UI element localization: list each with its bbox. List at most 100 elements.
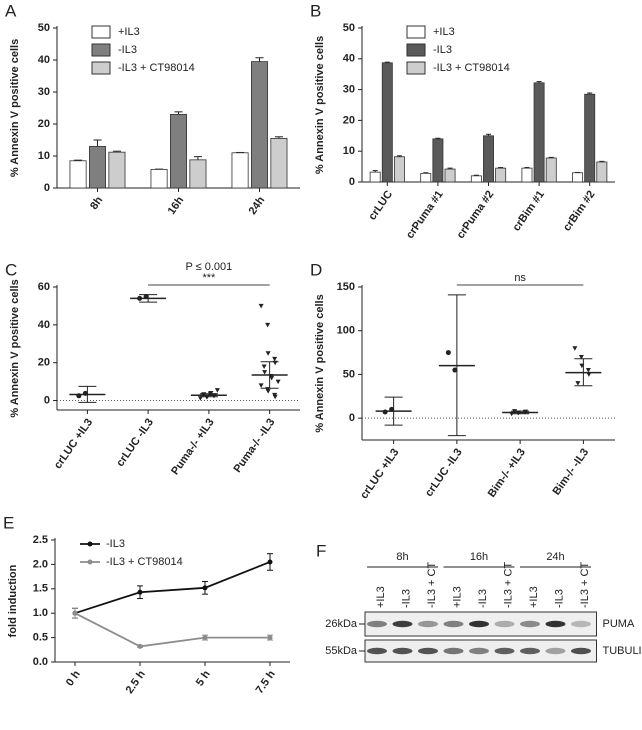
- data-point: [452, 367, 458, 373]
- panel-label: B: [310, 1, 321, 20]
- marker: [267, 559, 273, 565]
- x-tick-label: crLUC +IL3: [52, 417, 95, 472]
- data-point: [197, 396, 203, 401]
- y-tick-label: 10: [38, 150, 50, 162]
- data-point: [261, 364, 267, 369]
- bar: [150, 169, 168, 189]
- bar: [108, 151, 126, 189]
- bar: [533, 82, 545, 183]
- bar: [470, 175, 482, 183]
- y-tick-label: 150: [337, 281, 355, 293]
- data-point: [265, 389, 271, 394]
- y-tick-label: 1.5: [33, 583, 48, 595]
- y-tick-label: 30: [343, 84, 355, 96]
- x-tick-label: 0 h: [64, 668, 83, 688]
- legend-swatch: [406, 43, 426, 57]
- x-tick-label: Puma-/- +IL3: [169, 417, 217, 478]
- band: [520, 620, 540, 628]
- y-tick-label: 0: [44, 182, 50, 194]
- y-tick-label: 40: [38, 54, 50, 66]
- legend-swatch: [91, 61, 111, 75]
- lane-label: +IL3: [528, 586, 540, 608]
- bar: [420, 172, 432, 183]
- band: [545, 647, 566, 655]
- y-axis-label: % Annexin V positive cells: [314, 36, 326, 174]
- data-point: [272, 394, 278, 400]
- band: [494, 620, 515, 628]
- y-axis-label: fold induction: [7, 564, 19, 637]
- line: [74, 561, 271, 615]
- panel: B % Annexin V positive cells 0 10 20 30 40 50 cr…: [310, 1, 615, 241]
- group-label: 16h: [470, 551, 488, 563]
- y-tick-label: 30: [38, 86, 50, 98]
- panel: D % Annexin V positive cells 0 50 100 150 crLU…: [310, 260, 615, 501]
- mw-marker: 26kDa: [325, 618, 358, 630]
- bar: [596, 161, 608, 183]
- x-tick-label: Bim-/- -IL3: [551, 447, 592, 498]
- legend-swatch: [91, 25, 111, 39]
- band: [418, 647, 438, 655]
- x-tick-label: crLUC -IL3: [114, 417, 156, 469]
- marker: [72, 610, 78, 616]
- x-tick-label: 16h: [166, 194, 187, 217]
- blot-panel: F 8h 16h 24h +IL3 -IL3 -IL3 + CT +IL3 -IL3 -IL3 +…: [316, 541, 642, 663]
- p-value: P ≤ 0.001: [185, 261, 232, 273]
- legend-marker: [87, 541, 93, 547]
- data-point: [269, 375, 275, 381]
- bar: [545, 157, 557, 183]
- data-point: [258, 383, 264, 388]
- x-tick-label: crLUC: [366, 188, 395, 222]
- data-point: [258, 303, 264, 309]
- x-tick-label: 24h: [247, 194, 268, 217]
- data-point: [275, 379, 281, 385]
- x-tick-label: 7.5 h: [254, 668, 278, 696]
- panel-label: F: [316, 541, 326, 560]
- legend-label: +IL3: [433, 26, 455, 38]
- y-tick-label: 2.5: [33, 534, 48, 546]
- band: [392, 620, 413, 628]
- band: [469, 620, 489, 628]
- data-point: [265, 351, 271, 356]
- y-tick-label: 60: [38, 281, 50, 293]
- y-axis-label: % Annexin V positive cells: [9, 279, 21, 417]
- y-tick-label: 0.0: [33, 656, 48, 668]
- bar: [270, 137, 288, 189]
- legend-swatch: [91, 43, 111, 57]
- bar: [231, 152, 249, 189]
- x-tick-label: Bim-/- +IL3: [486, 447, 528, 500]
- group-label: 24h: [546, 551, 564, 563]
- lane-label: +IL3: [375, 586, 387, 608]
- x-tick-label: crPuma #2: [455, 189, 497, 241]
- y-tick-label: 10: [343, 145, 355, 157]
- band: [443, 620, 464, 628]
- bar: [572, 172, 584, 183]
- legend-label: -IL3: [118, 44, 137, 56]
- lane-label: -IL3: [553, 589, 565, 608]
- bar: [432, 138, 444, 183]
- protein-label: PUMA: [603, 618, 635, 630]
- panel-label: A: [5, 1, 17, 20]
- bar: [444, 168, 456, 183]
- legend-label: -IL3: [433, 44, 452, 56]
- bar: [584, 93, 596, 183]
- group-label: 8h: [396, 551, 408, 563]
- x-tick-label: crLUC -IL3: [423, 447, 465, 499]
- lane-label: -IL3 + CT: [502, 562, 514, 608]
- band: [520, 647, 540, 655]
- y-tick-label: 0: [44, 394, 50, 406]
- data-point: [214, 388, 220, 393]
- y-tick-label: 50: [38, 22, 50, 34]
- data-point: [382, 409, 388, 415]
- data-point: [575, 381, 581, 386]
- band: [367, 647, 387, 655]
- band: [469, 647, 489, 655]
- mw-marker: 55kDa: [325, 645, 358, 657]
- bar: [521, 167, 533, 183]
- x-tick-label: crBim #2: [561, 189, 597, 234]
- y-tick-label: 20: [38, 118, 50, 130]
- x-tick-label: crPuma #1: [404, 189, 446, 241]
- protein-label: TUBULIN: [603, 645, 642, 657]
- y-axis-label: % Annexin V positive cells: [9, 39, 21, 177]
- panel: C% Annexin V positive cells 0 20 40 60 crLUC …: [5, 260, 300, 477]
